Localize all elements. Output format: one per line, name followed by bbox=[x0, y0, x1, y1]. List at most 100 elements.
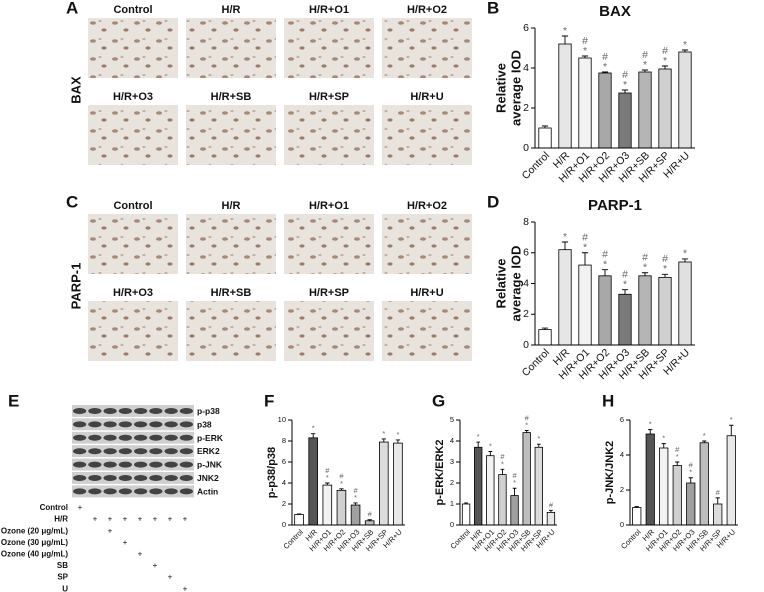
protein-label: p-ERK bbox=[197, 433, 224, 443]
bar bbox=[538, 127, 552, 149]
error-bar bbox=[395, 439, 401, 444]
bar bbox=[393, 442, 403, 526]
bar bbox=[322, 484, 333, 526]
panel-letter: E bbox=[8, 391, 19, 410]
bar bbox=[350, 504, 361, 526]
error-bar bbox=[581, 55, 589, 58]
y-tick-label: 10 bbox=[278, 415, 286, 424]
error-bar bbox=[536, 443, 541, 448]
blot-band bbox=[103, 461, 117, 468]
micrograph-label: H/R+O2 bbox=[407, 200, 447, 212]
blot-band bbox=[88, 488, 102, 495]
micrograph bbox=[186, 214, 276, 274]
bar bbox=[558, 43, 572, 149]
y-tick-label: 6 bbox=[282, 457, 286, 466]
error-bar bbox=[661, 65, 669, 69]
blot-band bbox=[73, 488, 87, 495]
error-bar bbox=[310, 433, 316, 438]
treatment-sign: + bbox=[153, 515, 158, 524]
micrograph-label: H/R+SB bbox=[211, 287, 252, 299]
treatment-label: SB bbox=[57, 561, 68, 570]
error-bar bbox=[512, 487, 517, 496]
stain-label: BAX bbox=[68, 76, 83, 104]
blot-band bbox=[73, 408, 87, 414]
y-tick-label: 2 bbox=[620, 485, 624, 494]
error-bar bbox=[661, 443, 666, 448]
micrograph-label: H/R+SP bbox=[309, 91, 349, 103]
micrograph-label: H/R+U bbox=[410, 287, 443, 299]
bar bbox=[510, 495, 519, 526]
error-bar bbox=[381, 438, 387, 443]
bar bbox=[672, 465, 682, 526]
bar bbox=[558, 249, 572, 346]
blot-band bbox=[103, 434, 117, 441]
significance-mark: * bbox=[649, 420, 652, 429]
significance-mark: # bbox=[582, 35, 588, 47]
micrograph bbox=[186, 301, 276, 361]
micrograph bbox=[382, 214, 472, 274]
micrograph bbox=[284, 214, 374, 274]
significance-mark: # bbox=[662, 253, 668, 265]
blot-band bbox=[88, 434, 102, 441]
treatment-sign: + bbox=[123, 515, 128, 524]
y-tick-label: 2 bbox=[523, 102, 529, 114]
protein-label: p-p38 bbox=[197, 406, 220, 416]
micrograph-label: H/R+O2 bbox=[407, 4, 447, 16]
treatment-label: Ozone (20 μg/mL) bbox=[1, 526, 68, 535]
bar bbox=[379, 441, 389, 526]
y-tick-label: 3 bbox=[450, 457, 454, 466]
panel-letter: G bbox=[432, 391, 445, 410]
bar bbox=[645, 433, 655, 526]
significance-mark: # bbox=[716, 488, 721, 497]
treatment-sign: + bbox=[78, 503, 83, 512]
blot-band bbox=[164, 475, 178, 481]
micrograph bbox=[88, 105, 178, 165]
significance-mark: * bbox=[603, 61, 607, 73]
y-tick-label: 4 bbox=[282, 478, 286, 487]
protein-label: Actin bbox=[197, 486, 218, 496]
significance-mark: * bbox=[662, 434, 665, 443]
bar bbox=[678, 261, 692, 346]
bar bbox=[486, 455, 495, 526]
bar bbox=[713, 503, 723, 526]
blot-band bbox=[73, 475, 87, 481]
significance-mark: * bbox=[703, 431, 706, 440]
treatment-sign: + bbox=[183, 515, 188, 524]
micrograph bbox=[382, 301, 472, 361]
bar bbox=[534, 446, 543, 526]
micrograph-label: H/R+O3 bbox=[113, 287, 153, 299]
error-bar bbox=[296, 513, 302, 515]
y-axis-label: p-ERK/ERK2 bbox=[434, 439, 446, 505]
blot-band bbox=[118, 475, 132, 481]
x-tick-label: Control bbox=[520, 150, 552, 182]
micrograph bbox=[284, 18, 374, 78]
significance-mark: # bbox=[353, 486, 358, 495]
micrograph-label: Control bbox=[113, 4, 152, 16]
significance-mark: # bbox=[642, 252, 648, 264]
x-tick-label: Control bbox=[520, 347, 552, 379]
significance-mark: * bbox=[396, 430, 399, 439]
treatment-sign: + bbox=[183, 584, 188, 592]
error-bar bbox=[549, 509, 553, 513]
error-bar bbox=[661, 273, 669, 278]
significance-mark: # bbox=[622, 69, 628, 81]
panel-letter: C bbox=[66, 192, 78, 211]
bar bbox=[658, 276, 672, 346]
blot-band bbox=[149, 434, 163, 441]
blot-band bbox=[179, 488, 193, 495]
blot-band bbox=[103, 408, 117, 414]
bar bbox=[498, 474, 507, 526]
significance-mark: # bbox=[339, 472, 344, 481]
protein-label: p-JNK bbox=[197, 460, 223, 470]
blot-band bbox=[164, 408, 178, 414]
bar bbox=[726, 435, 736, 526]
y-tick-label: 2 bbox=[523, 308, 529, 320]
error-bar bbox=[476, 441, 481, 448]
blot-band bbox=[164, 421, 178, 428]
blot-band bbox=[73, 461, 87, 468]
bar bbox=[336, 489, 347, 526]
blot-band bbox=[118, 408, 132, 414]
x-tick-label: Control bbox=[619, 527, 643, 551]
y-tick-label: 0 bbox=[620, 520, 624, 529]
